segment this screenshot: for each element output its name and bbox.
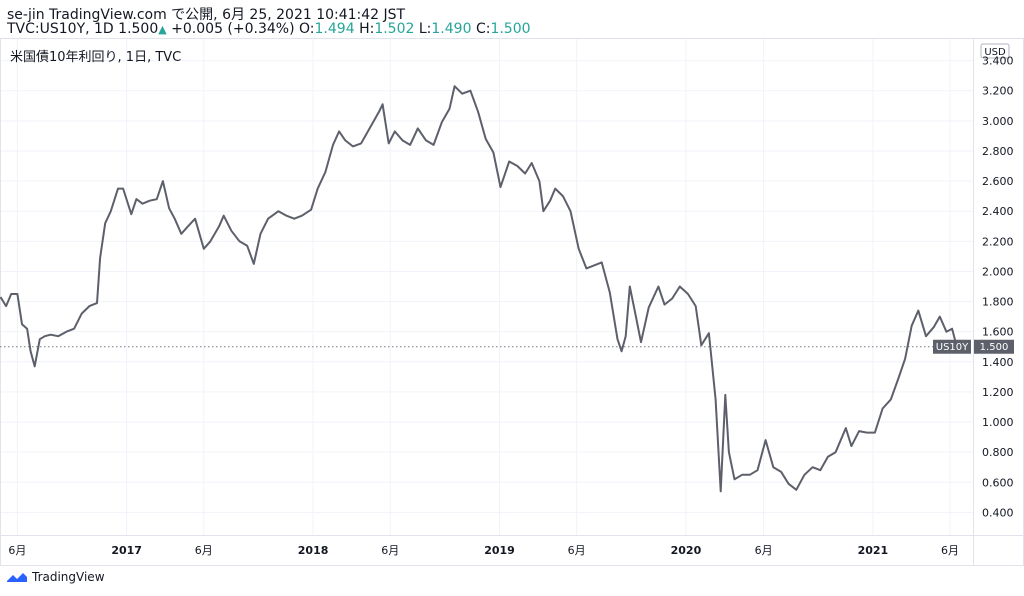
y-tick-label: 3.000	[982, 115, 1014, 128]
y-tick-label: 2.600	[982, 175, 1014, 188]
high-value: 1.502	[374, 21, 415, 37]
price-badge-bg	[974, 339, 1014, 354]
tradingview-logo[interactable]: TradingView	[6, 570, 105, 584]
y-tick-label: 3.400	[982, 55, 1014, 68]
x-tick-label: 2020	[671, 544, 702, 557]
y-tick-label: 2.400	[982, 205, 1014, 218]
close-value: 1.500	[490, 21, 531, 37]
currency-badge[interactable]	[980, 43, 1010, 59]
x-tick-label: 2021	[858, 544, 889, 557]
up-arrow-icon: ▲	[158, 23, 167, 36]
y-tick-label: 2.000	[982, 265, 1014, 278]
x-tick-label: 6月	[195, 544, 213, 557]
y-tick-label: 1.400	[982, 356, 1014, 369]
x-tick-label: 2019	[484, 544, 515, 557]
line-chart[interactable]: 米国債10年利回り, 1日, TVC USD 3.400 3.200 3.000 2.…	[0, 38, 1024, 566]
symbol-badge-bg	[933, 339, 971, 354]
open-label: O:	[299, 21, 315, 37]
y-tick-label: 2.200	[982, 235, 1014, 248]
y-tick-label: 0.800	[982, 446, 1014, 459]
tradingview-logo-icon	[7, 573, 27, 582]
x-tick-label: 6月	[381, 544, 399, 557]
x-tick-label: 6月	[941, 544, 959, 557]
yield-line	[0, 85, 963, 493]
chart-publication-info: se-jin TradingView.com で公開, 6月 25, 2021 …	[7, 4, 405, 24]
y-tick-label: 1.200	[982, 386, 1014, 399]
y-tick-label: 0.600	[982, 476, 1014, 489]
high-label: H:	[359, 21, 375, 37]
x-tick-label: 2018	[298, 544, 329, 557]
chart-title: 米国債10年利回り, 1日, TVC	[10, 50, 181, 65]
x-tick-label: 6月	[568, 544, 586, 557]
x-tick-label: 6月	[755, 544, 773, 557]
low-value: 1.490	[431, 21, 472, 37]
y-tick-label: 0.400	[982, 506, 1014, 519]
currency-label: USD	[984, 47, 1006, 58]
symbol-label: TVC:US10Y, 1D 1.500	[7, 21, 159, 37]
symbol-badge-label: US10Y	[936, 342, 969, 353]
x-tick-label: 6月	[8, 544, 26, 557]
last-price-badge: US10Y 1.500	[933, 339, 1014, 354]
y-tick-label: 1.000	[982, 416, 1014, 429]
tradingview-brand-label: TradingView	[32, 570, 105, 584]
y-tick-label: 3.200	[982, 85, 1014, 98]
ohlc-legend: TVC:US10Y, 1D 1.500▲ +0.005 (+0.34%) O:1…	[7, 21, 531, 37]
chart-area[interactable]: 米国債10年利回り, 1日, TVC USD 3.400 3.200 3.000 2.…	[0, 38, 1024, 566]
close-label: C:	[475, 21, 491, 37]
y-tick-label: 1.800	[982, 296, 1014, 309]
price-badge-label: 1.500	[980, 342, 1009, 353]
publication-info-text: se-jin TradingView.com で公開, 6月 25, 2021 …	[7, 7, 406, 23]
price-axis[interactable]: 3.400 3.200 3.000 2.800 2.600 2.400 2.200 2.000…	[982, 55, 1014, 520]
low-label: L:	[418, 21, 432, 37]
change-label: +0.005 (+0.34%)	[171, 21, 295, 37]
time-axis[interactable]: 6月 2017 6月 2018 6月 2019 6月 2020 6月 2021 6月	[8, 544, 959, 557]
open-value: 1.494	[314, 21, 355, 37]
y-tick-label: 2.800	[982, 145, 1014, 158]
y-tick-label: 1.600	[982, 326, 1014, 339]
grid-lines	[0, 38, 973, 535]
x-tick-label: 2017	[111, 544, 142, 557]
